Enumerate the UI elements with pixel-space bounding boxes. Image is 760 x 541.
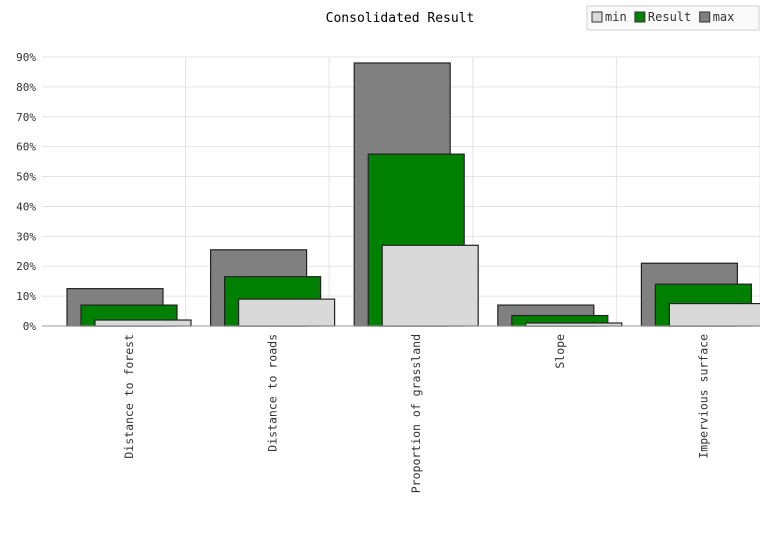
x-category-label: Slope — [553, 334, 567, 369]
x-category-label: Proportion of grassland — [409, 334, 423, 493]
bar-min-1 — [94, 319, 192, 327]
y-tick-label: 0% — [23, 320, 37, 333]
y-tick-label: 10% — [16, 290, 36, 303]
x-category-label: Distance to roads — [266, 334, 280, 452]
y-tick-label: 50% — [16, 171, 36, 184]
y-tick-label: 30% — [16, 230, 36, 243]
y-tick-label: 90% — [16, 51, 36, 64]
bar-min-3 — [381, 244, 479, 327]
y-tick-label: 80% — [16, 81, 36, 94]
y-tick-label: 70% — [16, 111, 36, 124]
legend-swatch-min — [591, 11, 603, 23]
legend-swatch-max — [699, 11, 711, 23]
legend-swatch-result — [634, 11, 646, 23]
legend-label-min: min — [605, 10, 627, 24]
x-category-label: Distance to forest — [122, 334, 136, 459]
x-category-label: Impervious surface — [696, 334, 710, 459]
y-tick-label: 40% — [16, 200, 36, 213]
legend: min Result max — [586, 5, 760, 31]
y-tick-label: 20% — [16, 260, 36, 273]
x-axis-labels: Distance to forest Distance to roads Propo… — [122, 334, 710, 493]
y-axis-ticks: 0% 10% 20% 30% 40% 50% 60% 70% 80% 90% — [16, 51, 36, 333]
bars — [66, 62, 760, 327]
y-tick-label: 60% — [16, 141, 36, 154]
legend-label-result: Result — [648, 10, 691, 24]
legend-label-max: max — [713, 10, 735, 24]
bar-min-2 — [238, 298, 336, 327]
bar-min-5 — [668, 302, 760, 327]
chart-title: Consolidated Result — [326, 11, 475, 26]
legend-box — [586, 5, 760, 31]
